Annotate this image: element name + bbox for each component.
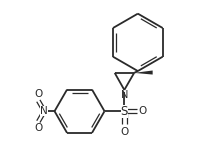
Text: N: N	[121, 90, 128, 100]
Text: N: N	[40, 106, 48, 116]
Text: S: S	[121, 105, 128, 118]
Polygon shape	[134, 71, 153, 75]
Text: O: O	[139, 106, 147, 116]
Text: O: O	[34, 89, 42, 99]
Text: O: O	[34, 123, 42, 134]
Text: O: O	[120, 127, 129, 137]
